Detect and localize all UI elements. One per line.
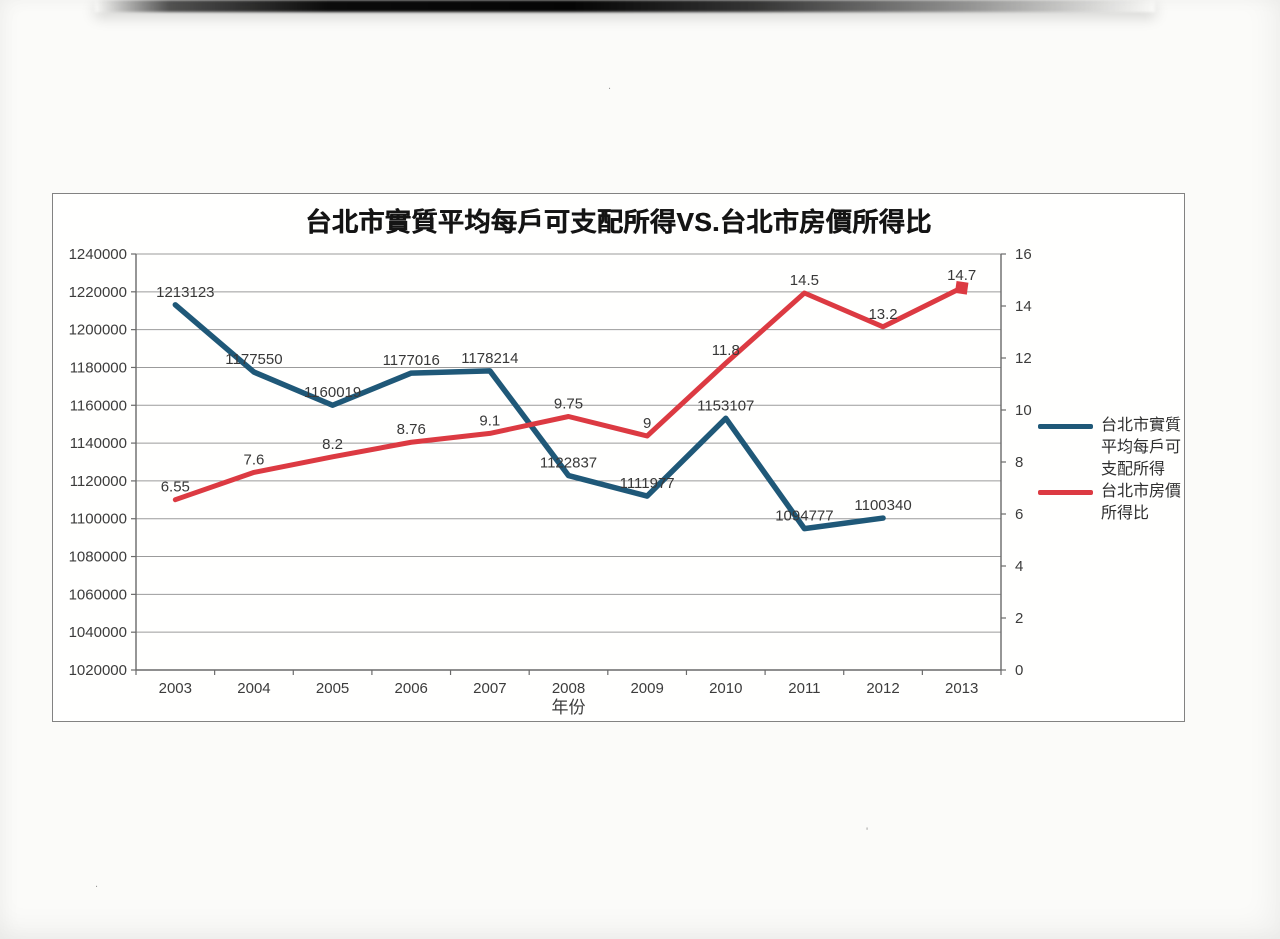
income-line-swatch <box>1038 424 1093 429</box>
y-axis-tick-label: 1220000 <box>69 284 127 301</box>
chart-title: 台北市實質平均每戶可支配所得VS.台北市房價所得比 <box>305 207 932 237</box>
income-data-label: 1178214 <box>461 350 518 367</box>
ratio-data-label: 6.55 <box>161 479 190 496</box>
y-axis-tick-label: 1020000 <box>69 662 127 679</box>
y2-axis-tick-label: 8 <box>1015 454 1023 471</box>
y-axis-tick-label: 1040000 <box>69 624 127 641</box>
y-axis-tick-label: 1160000 <box>70 397 127 414</box>
income-data-label: 1094777 <box>775 508 833 525</box>
ratio-data-label: 8.76 <box>397 421 426 438</box>
legend-item-ratio: 台北市房價所得比 <box>1038 481 1188 525</box>
y2-axis-tick-label: 6 <box>1015 506 1023 523</box>
income-data-label: 1213123 <box>156 284 214 301</box>
y-axis-tick-label: 1080000 <box>69 549 127 566</box>
income-data-label: 1111977 <box>620 475 675 492</box>
ratio-data-label: 13.2 <box>868 306 897 323</box>
x-axis-tick-label: 2009 <box>630 680 663 697</box>
y2-axis-tick-label: 2 <box>1015 610 1023 627</box>
income-line <box>172 302 886 532</box>
x-axis-tick-label: 2008 <box>552 680 585 697</box>
x-axis-tick-label: 2005 <box>316 680 349 697</box>
ratio-data-label: 7.6 <box>244 451 265 468</box>
chart-frame: 台北市實質平均每戶可支配所得VS.台北市房價所得比 1240000 1220000… <box>52 193 1185 722</box>
income-data-label: 1122837 <box>540 455 597 472</box>
ratio-end-marker <box>954 281 969 295</box>
y2-axis-tick-label: 12 <box>1015 350 1032 367</box>
ratio-data-label: 11.8 <box>712 342 740 359</box>
y-axis-tick-label: 1120000 <box>70 473 127 490</box>
income-data-label: 1160019 <box>304 384 361 401</box>
scan-artifact-top <box>95 0 1155 12</box>
x-axis-title: 年份 <box>551 698 586 717</box>
y2-axis-tick-label: 0 <box>1015 662 1023 679</box>
y-axis-tick-label: 1100000 <box>70 511 127 528</box>
scan-speck: . <box>608 80 612 92</box>
income-data-label: 1177016 <box>383 352 440 369</box>
y-axis-tick-label: 1200000 <box>69 322 127 339</box>
y2-axis-tick-label: 4 <box>1015 558 1023 575</box>
x-axis-tick-label: 2012 <box>866 680 899 697</box>
ratio-line <box>172 285 965 503</box>
legend-label-income: 台北市實質平均每戶可支配所得 <box>1101 417 1182 478</box>
income-data-label: 1153107 <box>697 397 754 414</box>
ratio-data-label: 14.7 <box>947 267 976 284</box>
y2-axis-tick-label: 10 <box>1015 402 1032 419</box>
x-axis-tick-label: 2003 <box>159 680 192 697</box>
ratio-data-label: 14.5 <box>790 272 819 289</box>
income-data-label: 1177550 <box>225 351 282 368</box>
legend-item-income: 台北市實質平均每戶可支配所得 <box>1038 415 1188 481</box>
y-axis-tick-label: 1140000 <box>70 435 127 452</box>
x-axis-tick-label: 2004 <box>237 680 270 697</box>
y2-axis-tick-label: 14 <box>1015 298 1032 315</box>
x-axis-tick-label: 2013 <box>945 680 978 697</box>
ratio-data-label: 9.1 <box>479 412 500 429</box>
x-axis-tick-label: 2011 <box>788 680 820 697</box>
x-axis-tick-label: 2010 <box>709 680 742 697</box>
y2-axis-tick-label: 16 <box>1015 246 1032 263</box>
ratio-line-swatch <box>1038 490 1093 495</box>
ratio-data-label: 9.75 <box>554 396 583 413</box>
ratio-data-label: 8.2 <box>322 436 343 453</box>
ratio-data-label: 9 <box>643 415 651 432</box>
legend-label-ratio: 台北市房價所得比 <box>1101 483 1182 522</box>
income-data-label: 1100340 <box>854 497 911 514</box>
scan-speck: ' <box>866 826 869 838</box>
y-axis-tick-label: 1180000 <box>70 359 127 376</box>
plot-area: 1240000 1220000 1200000 1180000 1160000 11400… <box>69 246 1032 697</box>
chart-legend: 台北市實質平均每戶可支配所得 台北市房價所得比 <box>1038 415 1188 525</box>
y-axis-tick-label: 1060000 <box>69 586 127 603</box>
x-axis-tick-label: 2007 <box>473 680 506 697</box>
scan-speck: . <box>95 878 99 890</box>
y-axis-tick-label: 1240000 <box>69 246 127 263</box>
x-axis-tick-label: 2006 <box>395 680 428 697</box>
